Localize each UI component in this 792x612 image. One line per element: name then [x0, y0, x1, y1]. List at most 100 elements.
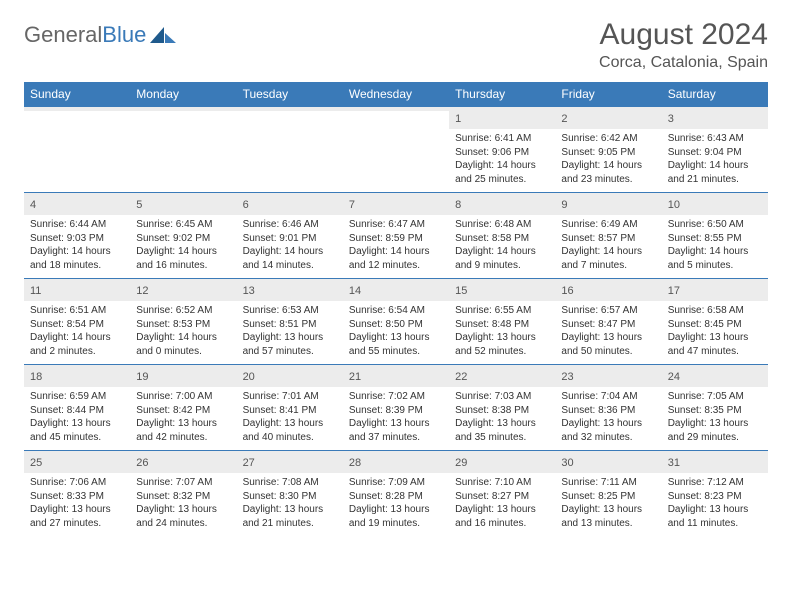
day-cell: 14Sunrise: 6:54 AMSunset: 8:50 PMDayligh… [343, 278, 449, 364]
title-block: August 2024 Corca, Catalonia, Spain [599, 18, 768, 72]
day-cell: 12Sunrise: 6:52 AMSunset: 8:53 PMDayligh… [130, 278, 236, 364]
day-number: 16 [561, 285, 573, 297]
sunrise-text: Sunrise: 7:07 AM [136, 476, 230, 490]
weekday-header: Sunday [24, 82, 130, 106]
week-row: 18Sunrise: 6:59 AMSunset: 8:44 PMDayligh… [24, 364, 768, 450]
day-info: Sunrise: 6:50 AMSunset: 8:55 PMDaylight:… [668, 218, 762, 272]
day-cell [237, 106, 343, 192]
daylight-text: Daylight: 13 hours and 16 minutes. [455, 503, 549, 530]
day-number-row: 19 [130, 364, 236, 387]
daylight-text: Daylight: 13 hours and 52 minutes. [455, 331, 549, 358]
day-cell: 18Sunrise: 6:59 AMSunset: 8:44 PMDayligh… [24, 364, 130, 450]
day-number: 5 [136, 199, 142, 211]
sunset-text: Sunset: 8:48 PM [455, 318, 549, 332]
day-number: 24 [668, 371, 680, 383]
day-number-row [237, 106, 343, 111]
day-cell: 21Sunrise: 7:02 AMSunset: 8:39 PMDayligh… [343, 364, 449, 450]
day-cell: 22Sunrise: 7:03 AMSunset: 8:38 PMDayligh… [449, 364, 555, 450]
daylight-text: Daylight: 14 hours and 14 minutes. [243, 245, 337, 272]
daylight-text: Daylight: 13 hours and 42 minutes. [136, 417, 230, 444]
day-number: 14 [349, 285, 361, 297]
day-number: 7 [349, 199, 355, 211]
day-cell: 26Sunrise: 7:07 AMSunset: 8:32 PMDayligh… [130, 450, 236, 536]
day-cell [24, 106, 130, 192]
day-cell: 7Sunrise: 6:47 AMSunset: 8:59 PMDaylight… [343, 192, 449, 278]
day-number-row: 7 [343, 192, 449, 215]
day-info: Sunrise: 6:46 AMSunset: 9:01 PMDaylight:… [243, 218, 337, 272]
daylight-text: Daylight: 13 hours and 35 minutes. [455, 417, 549, 444]
day-number-row: 31 [662, 450, 768, 473]
day-cell: 27Sunrise: 7:08 AMSunset: 8:30 PMDayligh… [237, 450, 343, 536]
day-number: 25 [30, 457, 42, 469]
daylight-text: Daylight: 14 hours and 21 minutes. [668, 159, 762, 186]
day-info: Sunrise: 6:49 AMSunset: 8:57 PMDaylight:… [561, 218, 655, 272]
day-number-row: 30 [555, 450, 661, 473]
sunset-text: Sunset: 8:47 PM [561, 318, 655, 332]
day-cell: 4Sunrise: 6:44 AMSunset: 9:03 PMDaylight… [24, 192, 130, 278]
daylight-text: Daylight: 14 hours and 12 minutes. [349, 245, 443, 272]
day-number: 15 [455, 285, 467, 297]
sunrise-text: Sunrise: 6:58 AM [668, 304, 762, 318]
day-cell: 3Sunrise: 6:43 AMSunset: 9:04 PMDaylight… [662, 106, 768, 192]
sunset-text: Sunset: 9:04 PM [668, 146, 762, 160]
day-cell: 20Sunrise: 7:01 AMSunset: 8:41 PMDayligh… [237, 364, 343, 450]
day-info: Sunrise: 7:06 AMSunset: 8:33 PMDaylight:… [30, 476, 124, 530]
sunset-text: Sunset: 9:05 PM [561, 146, 655, 160]
day-cell: 13Sunrise: 6:53 AMSunset: 8:51 PMDayligh… [237, 278, 343, 364]
day-cell: 11Sunrise: 6:51 AMSunset: 8:54 PMDayligh… [24, 278, 130, 364]
sunset-text: Sunset: 8:57 PM [561, 232, 655, 246]
day-cell: 2Sunrise: 6:42 AMSunset: 9:05 PMDaylight… [555, 106, 661, 192]
day-number-row: 28 [343, 450, 449, 473]
day-number: 27 [243, 457, 255, 469]
sunset-text: Sunset: 8:25 PM [561, 490, 655, 504]
day-cell: 9 Sunrise: 6:49 AMSunset: 8:57 PMDaylight… [555, 192, 661, 278]
daylight-text: Daylight: 13 hours and 40 minutes. [243, 417, 337, 444]
sunset-text: Sunset: 9:06 PM [455, 146, 549, 160]
daylight-text: Daylight: 13 hours and 32 minutes. [561, 417, 655, 444]
day-number: 13 [243, 285, 255, 297]
sunrise-text: Sunrise: 7:05 AM [668, 390, 762, 404]
sunrise-text: Sunrise: 6:45 AM [136, 218, 230, 232]
daylight-text: Daylight: 13 hours and 57 minutes. [243, 331, 337, 358]
day-number-row [130, 106, 236, 111]
day-info: Sunrise: 6:45 AMSunset: 9:02 PMDaylight:… [136, 218, 230, 272]
day-number: 22 [455, 371, 467, 383]
daylight-text: Daylight: 14 hours and 25 minutes. [455, 159, 549, 186]
weekday-header: Thursday [449, 82, 555, 106]
daylight-text: Daylight: 13 hours and 50 minutes. [561, 331, 655, 358]
day-number-row: 9 [555, 192, 661, 215]
day-number: 2 [561, 113, 567, 125]
day-cell: 8Sunrise: 6:48 AMSunset: 8:58 PMDaylight… [449, 192, 555, 278]
logo: GeneralBlue [24, 22, 176, 48]
sunset-text: Sunset: 8:45 PM [668, 318, 762, 332]
day-number-row: 13 [237, 278, 343, 301]
week-row: 4 Sunrise: 6:44 AMSunset: 9:03 PM Daylight… [24, 192, 768, 278]
week-row: 1Sunrise: 6:41 AMSunset: 9:06 PMDaylight… [24, 106, 768, 192]
sunset-text: Sunset: 8:59 PM [349, 232, 443, 246]
logo-text: GeneralBlue [24, 22, 146, 48]
sunrise-text: Sunrise: 7:10 AM [455, 476, 549, 490]
sunrise-text: Sunrise: 6:53 AM [243, 304, 337, 318]
day-cell: 31Sunrise: 7:12 AMSunset: 8:23 PMDayligh… [662, 450, 768, 536]
day-cell: 23Sunrise: 7:04 AMSunset: 8:36 PMDayligh… [555, 364, 661, 450]
sunset-text: Sunset: 8:28 PM [349, 490, 443, 504]
sunrise-text: Sunrise: 7:09 AM [349, 476, 443, 490]
day-number-row [24, 106, 130, 111]
day-cell: 28Sunrise: 7:09 AMSunset: 8:28 PMDayligh… [343, 450, 449, 536]
day-number: 8 [455, 199, 461, 211]
sunset-text: Sunset: 8:27 PM [455, 490, 549, 504]
sunrise-text: Sunrise: 7:03 AM [455, 390, 549, 404]
sunset-text: Sunset: 8:41 PM [243, 404, 337, 418]
day-number: 4 [30, 199, 36, 211]
sunrise-text: Sunrise: 7:02 AM [349, 390, 443, 404]
sunrise-text: Sunrise: 6:46 AM [243, 218, 337, 232]
day-number: 19 [136, 371, 148, 383]
day-number-row: 10 [662, 192, 768, 215]
day-number-row: 8 [449, 192, 555, 215]
weekday-header: Friday [555, 82, 661, 106]
day-number: 6 [243, 199, 249, 211]
day-info: Sunrise: 6:58 AMSunset: 8:45 PMDaylight:… [668, 304, 762, 358]
sunset-text: Sunset: 9:03 PM [30, 232, 124, 246]
sunrise-text: Sunrise: 6:44 AM [30, 218, 124, 232]
day-number: 1 [455, 113, 461, 125]
